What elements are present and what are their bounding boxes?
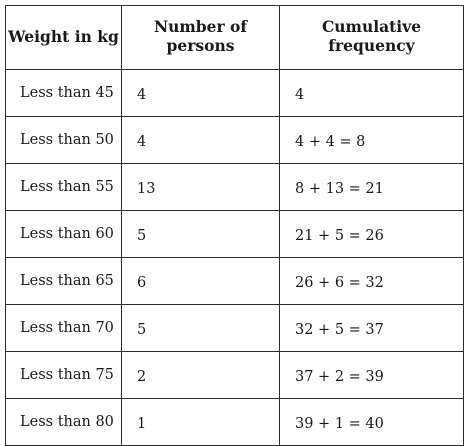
cumulative-cell: 37 + 2 = 39 (279, 351, 464, 399)
cumulative-cell: 8 + 13 = 21 (279, 163, 464, 211)
table-row: Less than 65 6 26 + 6 = 32 (5, 257, 464, 305)
table-row: Less than 80 1 39 + 1 = 40 (5, 398, 464, 446)
weight-cell: Less than 80 (5, 398, 122, 446)
header-weight: Weight in kg (5, 5, 122, 70)
persons-cell: 4 (121, 69, 280, 117)
persons-cell: 6 (121, 257, 280, 305)
weight-cell: Less than 60 (5, 210, 122, 258)
weight-cell: Less than 50 (5, 116, 122, 164)
table-row: Less than 70 5 32 + 5 = 37 (5, 304, 464, 352)
table-row: Less than 50 4 4 + 4 = 8 (5, 116, 464, 164)
cumulative-cell: 21 + 5 = 26 (279, 210, 464, 258)
header-persons: Number of persons (121, 5, 280, 70)
weight-cell: Less than 75 (5, 351, 122, 399)
persons-cell: 2 (121, 351, 280, 399)
cumulative-cell: 39 + 1 = 40 (279, 398, 464, 446)
persons-cell: 1 (121, 398, 280, 446)
weight-cell: Less than 65 (5, 257, 122, 305)
header-row: Weight in kg Number of persons Cumulativ… (5, 5, 464, 70)
cumulative-cell: 4 + 4 = 8 (279, 116, 464, 164)
table-row: Less than 60 5 21 + 5 = 26 (5, 210, 464, 258)
persons-cell: 5 (121, 304, 280, 352)
table-row: Less than 55 13 8 + 13 = 21 (5, 163, 464, 211)
persons-cell: 5 (121, 210, 280, 258)
cumulative-cell: 32 + 5 = 37 (279, 304, 464, 352)
persons-cell: 4 (121, 116, 280, 164)
header-cumulative: Cumulative frequency (279, 5, 464, 70)
weight-cell: Less than 70 (5, 304, 122, 352)
table-row: Less than 45 4 4 (5, 69, 464, 117)
cumulative-frequency-table: Weight in kg Number of persons Cumulativ… (5, 5, 464, 446)
cumulative-cell: 4 (279, 69, 464, 117)
table-row: Less than 75 2 37 + 2 = 39 (5, 351, 464, 399)
weight-cell: Less than 45 (5, 69, 122, 117)
persons-cell: 13 (121, 163, 280, 211)
weight-cell: Less than 55 (5, 163, 122, 211)
cumulative-cell: 26 + 6 = 32 (279, 257, 464, 305)
